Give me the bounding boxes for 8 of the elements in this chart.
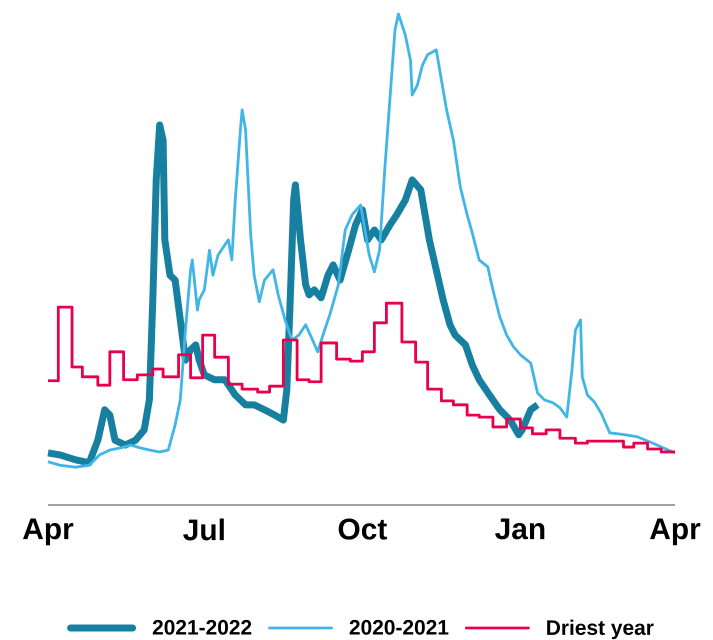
legend-label: Driest year [547,620,654,640]
legend-label: 2021-2022 [152,620,252,635]
x-tick-label: Jan [495,518,544,540]
x-tick-label: Jul [183,518,224,540]
x-tick-label: Apr [650,518,700,546]
legend-label: 2020-2021 [350,620,448,635]
x-tick-label: Apr [23,518,74,546]
x-tick-label: Oct [338,518,387,540]
